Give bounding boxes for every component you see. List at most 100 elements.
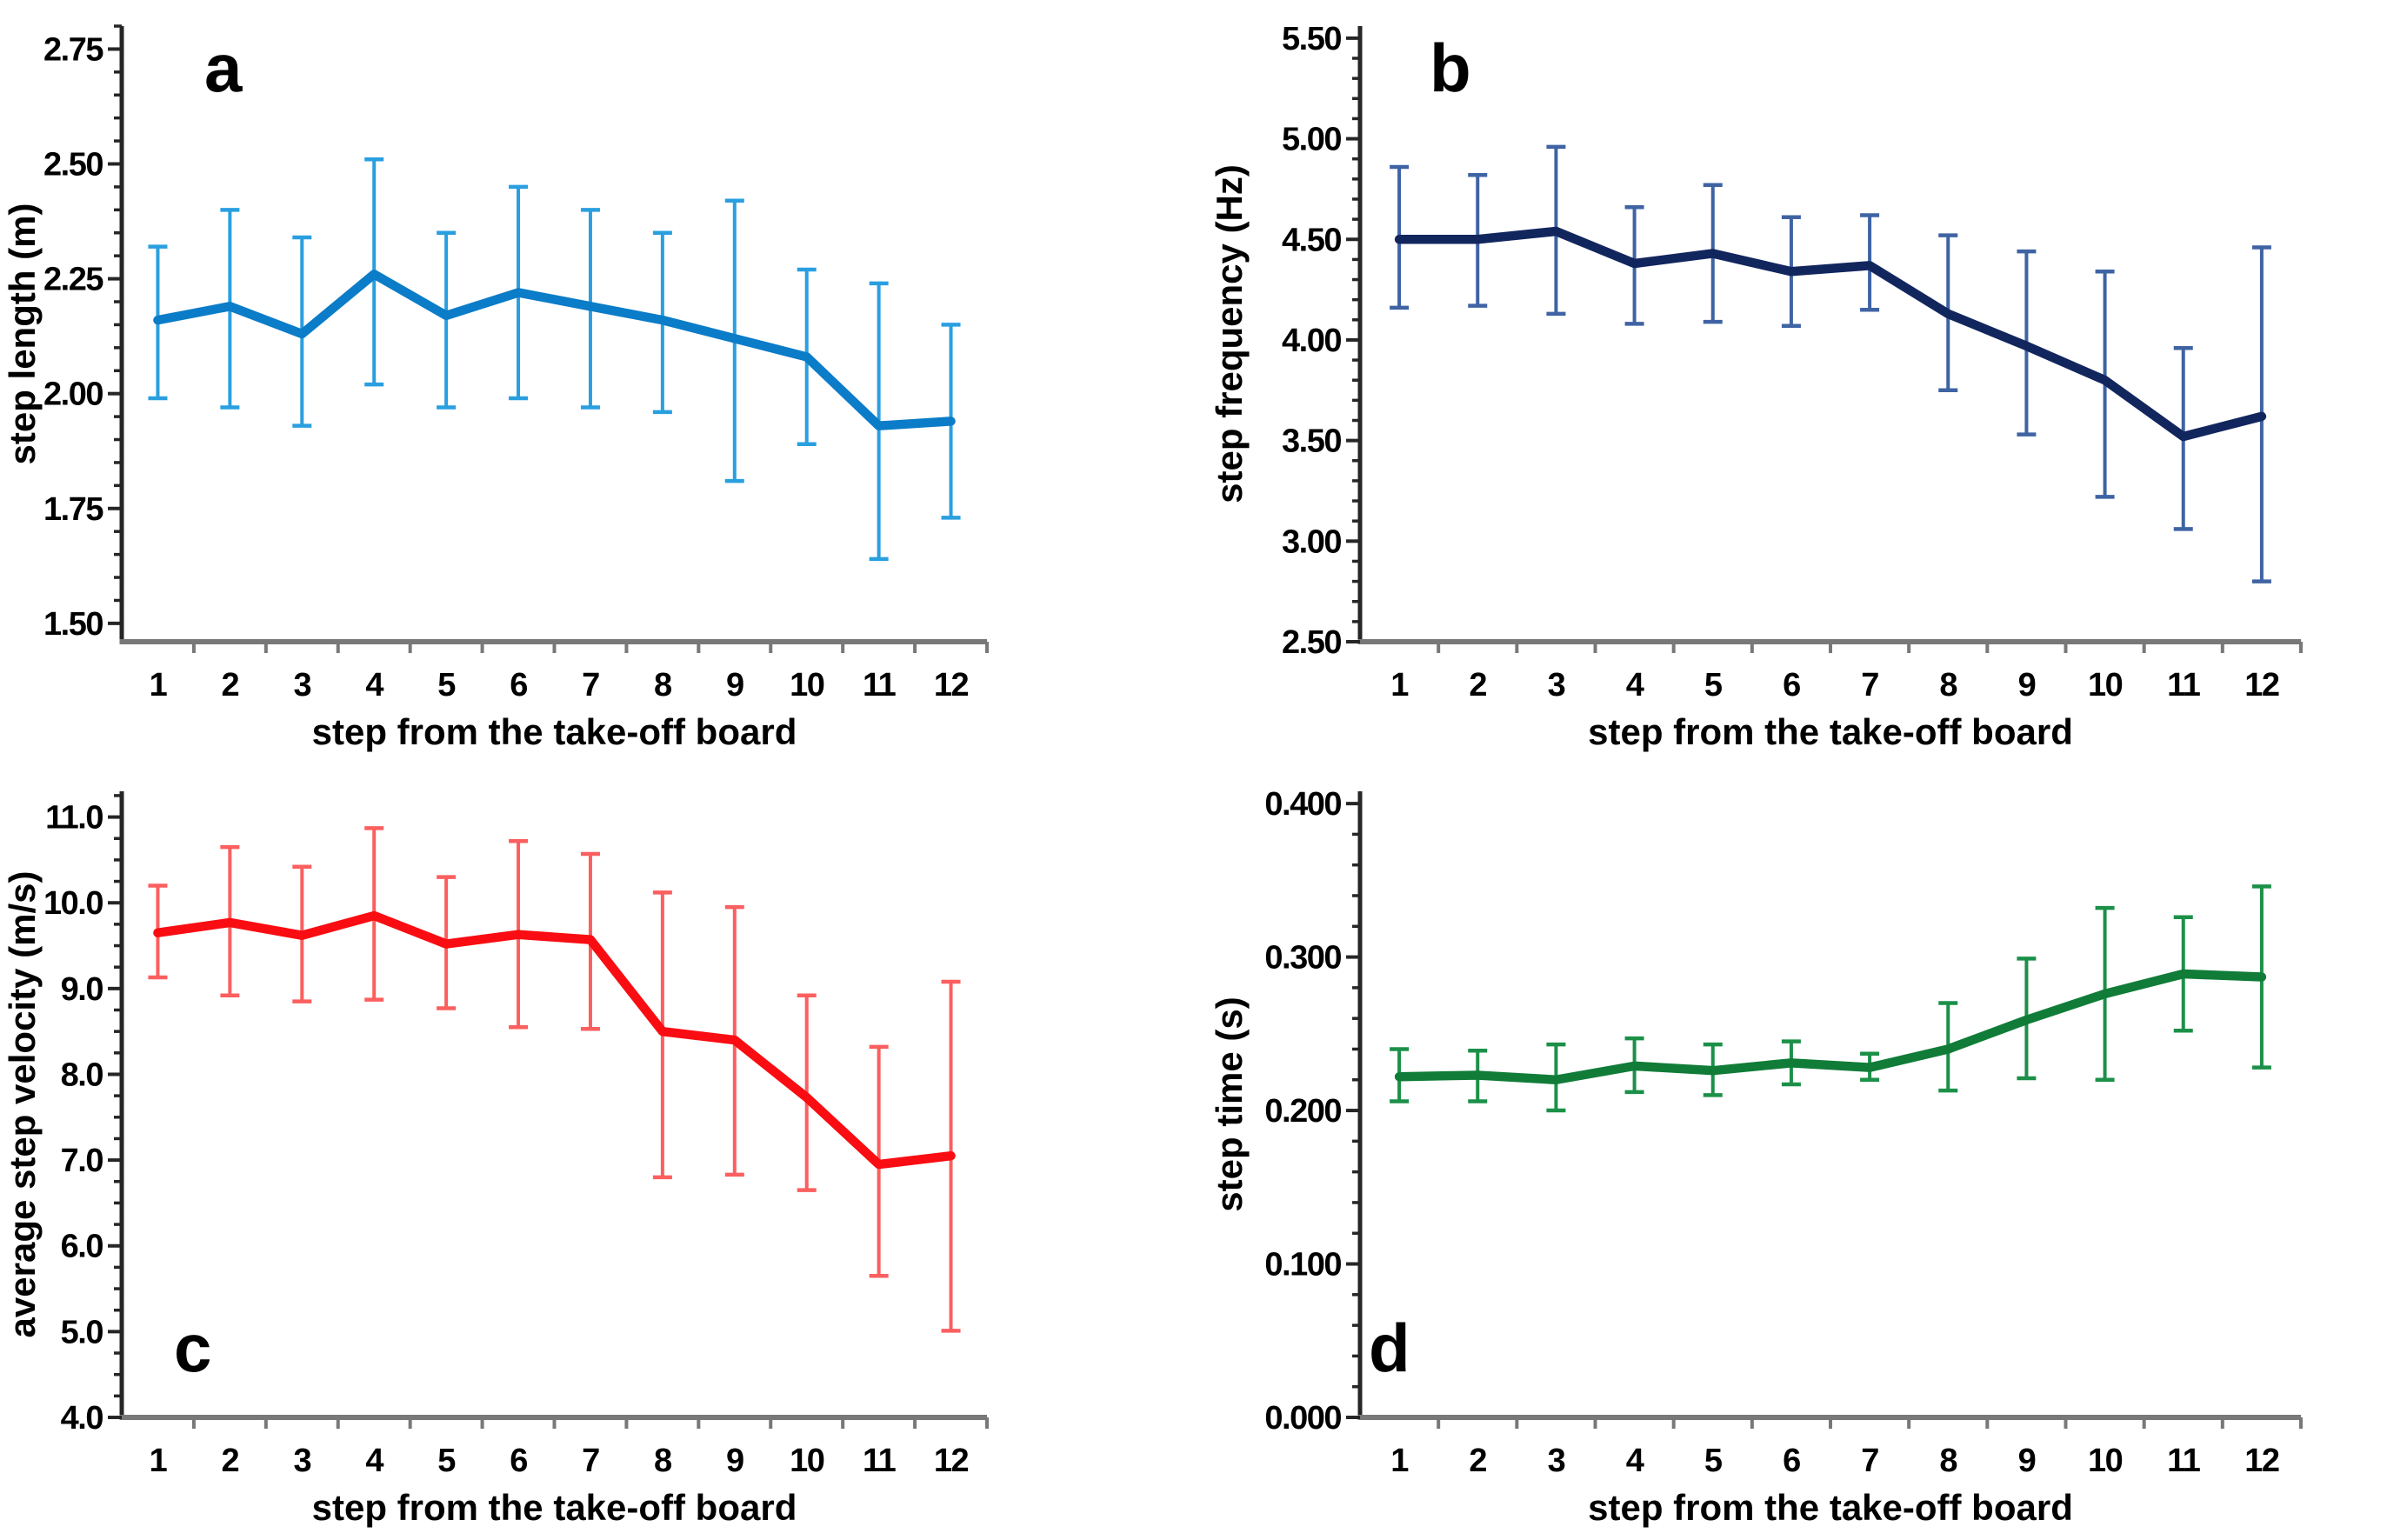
y-tick-label: 0.300	[1264, 940, 1341, 977]
y-major-ticks: 4.0 5.0 6.0 7.0 8.0 9.0 10.0 11.0	[43, 800, 122, 1437]
x-axis-label: step from the take-off board	[1588, 1487, 2073, 1528]
error-bars	[148, 157, 961, 562]
x-tick-label: 6	[510, 667, 527, 703]
x-tick-label: 12	[2244, 1443, 2279, 1479]
x-tick-label: 7	[582, 667, 599, 703]
y-axis-label: step time (s)	[1209, 997, 1250, 1211]
x-tick-label: 8	[654, 1443, 671, 1479]
x-tick-label: 3	[293, 1443, 310, 1479]
x-tick-label: 10	[790, 667, 824, 703]
chart-cell-bottom-left: 4.0 5.0 6.0 7.0 8.0 9.0 10.0 11.0 1 2 3 4 5 6 7 8 9 10 11 1…	[0, 770, 1204, 1540]
y-axis-label: step length (m)	[2, 203, 43, 465]
x-tick-label: 4	[1626, 667, 1644, 703]
y-tick-label: 9.0	[61, 971, 103, 1008]
x-tick-label: 5	[1704, 667, 1723, 703]
x-tick-label: 4	[365, 667, 383, 703]
x-tick-label: 3	[1548, 667, 1565, 703]
x-ticks: 1 2 3 4 5 6 7 8 9 10 11 12	[1390, 1417, 2303, 1479]
y-tick-label: 2.50	[1282, 624, 1341, 661]
y-tick-label: 10.0	[43, 885, 103, 922]
y-tick-label: 5.50	[1282, 21, 1341, 57]
y-tick-label: 6.0	[61, 1229, 103, 1265]
y-tick-label: 0.100	[1264, 1247, 1341, 1283]
x-tick-label: 9	[2018, 1443, 2036, 1479]
x-tick-label: 1	[150, 1443, 168, 1479]
x-tick-label: 3	[1548, 1443, 1565, 1479]
y-tick-label: 4.0	[61, 1400, 103, 1437]
x-tick-label: 5	[437, 667, 456, 703]
x-tick-label: 11	[2167, 1443, 2201, 1479]
x-tick-label: 9	[2018, 667, 2036, 703]
x-tick-label: 2	[1469, 1443, 1486, 1479]
y-tick-label: 0.400	[1264, 786, 1341, 823]
x-tick-label: 2	[222, 1443, 239, 1479]
y-major-ticks: 0.000 0.100 0.200 0.300 0.400	[1264, 786, 1360, 1437]
data-line	[153, 270, 956, 430]
data-line	[153, 910, 956, 1170]
x-tick-label: 1	[150, 667, 168, 703]
x-ticks: 1 2 3 4 5 6 7 8 9 10 11 12	[150, 642, 989, 703]
x-tick-label: 12	[934, 667, 969, 703]
x-tick-label: 3	[293, 667, 310, 703]
x-tick-label: 11	[863, 1443, 897, 1479]
x-tick-label: 12	[2244, 667, 2279, 703]
y-tick-label: 4.50	[1282, 222, 1341, 258]
y-tick-label: 1.50	[43, 606, 103, 643]
y-minor-ticks	[1352, 57, 1360, 623]
x-tick-label: 7	[582, 1443, 599, 1479]
x-tick-label: 11	[2167, 667, 2201, 703]
data-line	[1394, 969, 2267, 1085]
x-tick-label: 10	[790, 1443, 824, 1479]
y-axis-label: step frequency (Hz)	[1209, 164, 1250, 503]
x-axis-label: step from the take-off board	[312, 711, 797, 752]
panel-letter: a	[204, 30, 243, 106]
x-tick-label: 7	[1861, 667, 1878, 703]
chart-panel-1: 1.501.752.002.252.502.751 2 3 4 5 6 7 8 9 10 11 12a…	[2, 24, 989, 752]
y-tick-label: 8.0	[61, 1057, 103, 1093]
x-axis-label: step from the take-off board	[1588, 711, 2073, 752]
y-tick-label: 2.75	[43, 31, 103, 68]
error-bars	[1390, 144, 2271, 583]
data-line	[1394, 226, 2267, 442]
chart-panel-2: 2.503.003.504.004.505.005.501 2 3 4 5 6 7 8 9 10 1…	[1209, 21, 2303, 752]
panel-letter: c	[174, 1310, 211, 1386]
x-tick-label: 4	[1626, 1443, 1644, 1479]
x-tick-label: 8	[1939, 1443, 1957, 1479]
x-ticks: 1 2 3 4 5 6 7 8 9 10 11 12	[1390, 642, 2303, 703]
y-major-ticks: 1.50 1.75 2.00 2.25 2.50 2.75	[43, 31, 122, 643]
y-tick-label: 0.000	[1264, 1400, 1341, 1437]
x-tick-label: 6	[1783, 667, 1800, 703]
y-tick-label: 3.00	[1282, 523, 1341, 560]
chart-cell-bottom-right: 0.000 0.100 0.200 0.300 0.400 1 2 3 4 5 6 7 8 9 10 11 12…	[1204, 770, 2407, 1540]
y-minor-ticks	[114, 24, 122, 603]
x-tick-label: 2	[222, 667, 239, 703]
y-tick-label: 2.50	[43, 147, 103, 183]
y-tick-label: 7.0	[61, 1143, 103, 1179]
y-tick-label: 5.0	[61, 1314, 103, 1350]
x-tick-label: 10	[2088, 667, 2123, 703]
x-tick-label: 1	[1390, 667, 1409, 703]
y-tick-label: 2.00	[43, 377, 103, 413]
chart-panel-3: 4.05.06.07.08.09.010.011.01 2 3 4 5 6 7 8 9 10 11 1…	[2, 791, 989, 1528]
y-minor-ticks	[114, 794, 122, 1398]
error-bars	[148, 826, 961, 1333]
y-tick-label: 2.25	[43, 262, 103, 298]
x-tick-label: 12	[934, 1443, 969, 1479]
x-tick-label: 8	[1939, 667, 1957, 703]
y-tick-label: 3.50	[1282, 423, 1341, 460]
x-tick-label: 6	[1783, 1443, 1800, 1479]
y-tick-label: 5.00	[1282, 122, 1341, 158]
y-tick-label: 0.200	[1264, 1093, 1341, 1130]
x-tick-label: 7	[1861, 1443, 1878, 1479]
x-tick-label: 5	[1704, 1443, 1723, 1479]
y-major-ticks: 2.50 3.00 3.50 4.00 4.50 5.00 5.50	[1282, 21, 1360, 661]
y-minor-ticks	[1352, 832, 1360, 1389]
x-tick-label: 6	[510, 1443, 527, 1479]
x-tick-label: 9	[726, 667, 743, 703]
x-ticks: 1 2 3 4 5 6 7 8 9 10 11 12	[150, 1417, 989, 1479]
panel-letter: b	[1430, 30, 1471, 106]
x-tick-label: 9	[726, 1443, 743, 1479]
y-axis-label: average step velocity (m/s)	[2, 871, 43, 1338]
x-tick-label: 4	[365, 1443, 383, 1479]
